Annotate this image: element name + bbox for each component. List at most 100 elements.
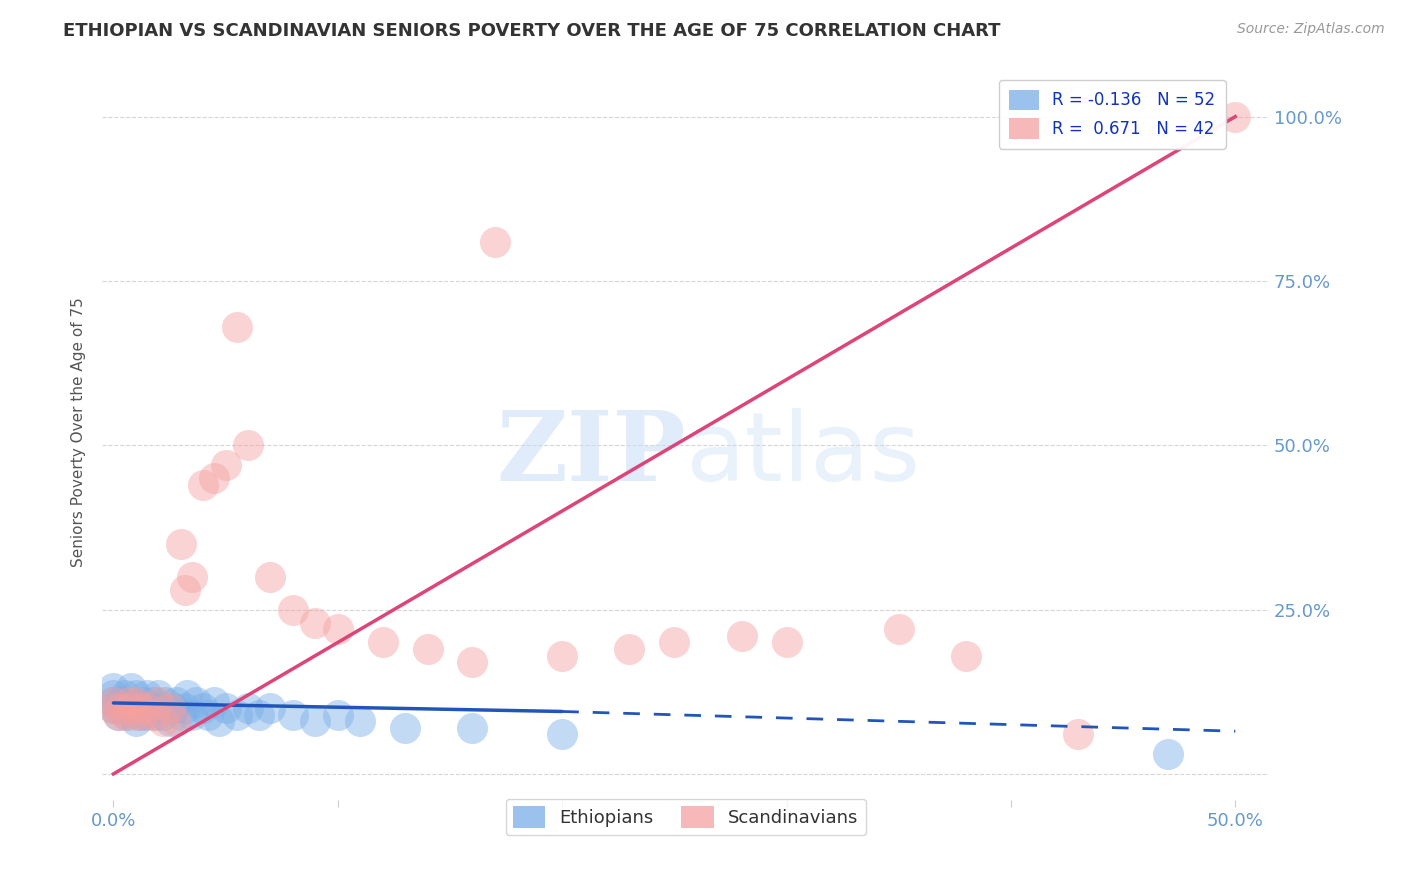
Point [214, 701, 236, 715]
Point [131, 707, 153, 722]
Point [461, 655, 484, 669]
Point [208, 714, 231, 729]
Point [664, 635, 686, 649]
Point [730, 629, 752, 643]
Point [955, 648, 977, 663]
Point [484, 235, 506, 249]
Point [108, 695, 131, 709]
Point [551, 727, 574, 741]
Point [148, 688, 170, 702]
Point [551, 648, 574, 663]
Point [163, 701, 186, 715]
Point [103, 681, 125, 696]
Point [145, 707, 167, 722]
Point [170, 707, 193, 722]
Point [887, 623, 910, 637]
Point [225, 320, 247, 334]
Point [304, 615, 326, 630]
Point [236, 701, 259, 715]
Point [152, 714, 174, 729]
Point [120, 701, 142, 715]
Point [114, 707, 136, 722]
Point [197, 707, 219, 722]
Point [103, 701, 125, 715]
Point [120, 701, 142, 715]
Point [148, 695, 170, 709]
Point [131, 695, 153, 709]
Point [214, 458, 236, 472]
Point [174, 582, 197, 597]
Point [281, 602, 304, 616]
Point [170, 537, 193, 551]
Point [111, 701, 134, 715]
Point [165, 714, 187, 729]
Point [394, 721, 416, 735]
Point [281, 707, 304, 722]
Point [142, 707, 165, 722]
Point [115, 707, 138, 722]
Point [461, 721, 484, 735]
Point [416, 642, 439, 657]
Point [181, 707, 204, 722]
Point [165, 695, 187, 709]
Point [107, 707, 129, 722]
Text: atlas: atlas [686, 408, 921, 500]
Point [1157, 747, 1180, 762]
Point [236, 438, 259, 452]
Point [134, 701, 156, 715]
Text: ZIP: ZIP [496, 408, 686, 501]
Point [125, 695, 148, 709]
Point [176, 688, 198, 702]
Point [193, 477, 215, 491]
Point [1225, 110, 1247, 124]
Point [619, 642, 641, 657]
Point [114, 688, 136, 702]
Point [152, 707, 174, 722]
Point [136, 688, 159, 702]
Point [304, 714, 326, 729]
Point [136, 707, 159, 722]
Point [125, 707, 148, 722]
Point [120, 681, 142, 696]
Point [136, 701, 159, 715]
Point [103, 695, 125, 709]
Point [181, 570, 204, 584]
Point [174, 701, 197, 715]
Point [193, 701, 215, 715]
Point [141, 701, 163, 715]
Point [1067, 727, 1090, 741]
Point [159, 701, 181, 715]
Point [225, 707, 247, 722]
Point [153, 695, 176, 709]
Point [259, 570, 281, 584]
Point [129, 707, 152, 722]
Point [103, 695, 125, 709]
Point [108, 701, 131, 715]
Point [349, 714, 371, 729]
Point [326, 707, 349, 722]
Point [148, 701, 170, 715]
Point [118, 695, 141, 709]
Point [103, 688, 125, 702]
Point [202, 471, 225, 485]
Point [371, 635, 394, 649]
Point [125, 688, 148, 702]
Point [129, 701, 152, 715]
Point [775, 635, 797, 649]
Legend: Ethiopians, Scandinavians: Ethiopians, Scandinavians [506, 799, 866, 836]
Point [259, 701, 281, 715]
Point [125, 701, 148, 715]
Text: ETHIOPIAN VS SCANDINAVIAN SENIORS POVERTY OVER THE AGE OF 75 CORRELATION CHART: ETHIOPIAN VS SCANDINAVIAN SENIORS POVERT… [63, 22, 1001, 40]
Point [159, 714, 181, 729]
Text: Source: ZipAtlas.com: Source: ZipAtlas.com [1237, 22, 1385, 37]
Point [326, 623, 349, 637]
Point [118, 695, 141, 709]
Point [247, 707, 270, 722]
Point [125, 714, 148, 729]
Y-axis label: Seniors Poverty Over the Age of 75: Seniors Poverty Over the Age of 75 [72, 297, 86, 567]
Point [103, 701, 125, 715]
Point [186, 695, 208, 709]
Point [107, 707, 129, 722]
Point [202, 695, 225, 709]
Point [142, 695, 165, 709]
